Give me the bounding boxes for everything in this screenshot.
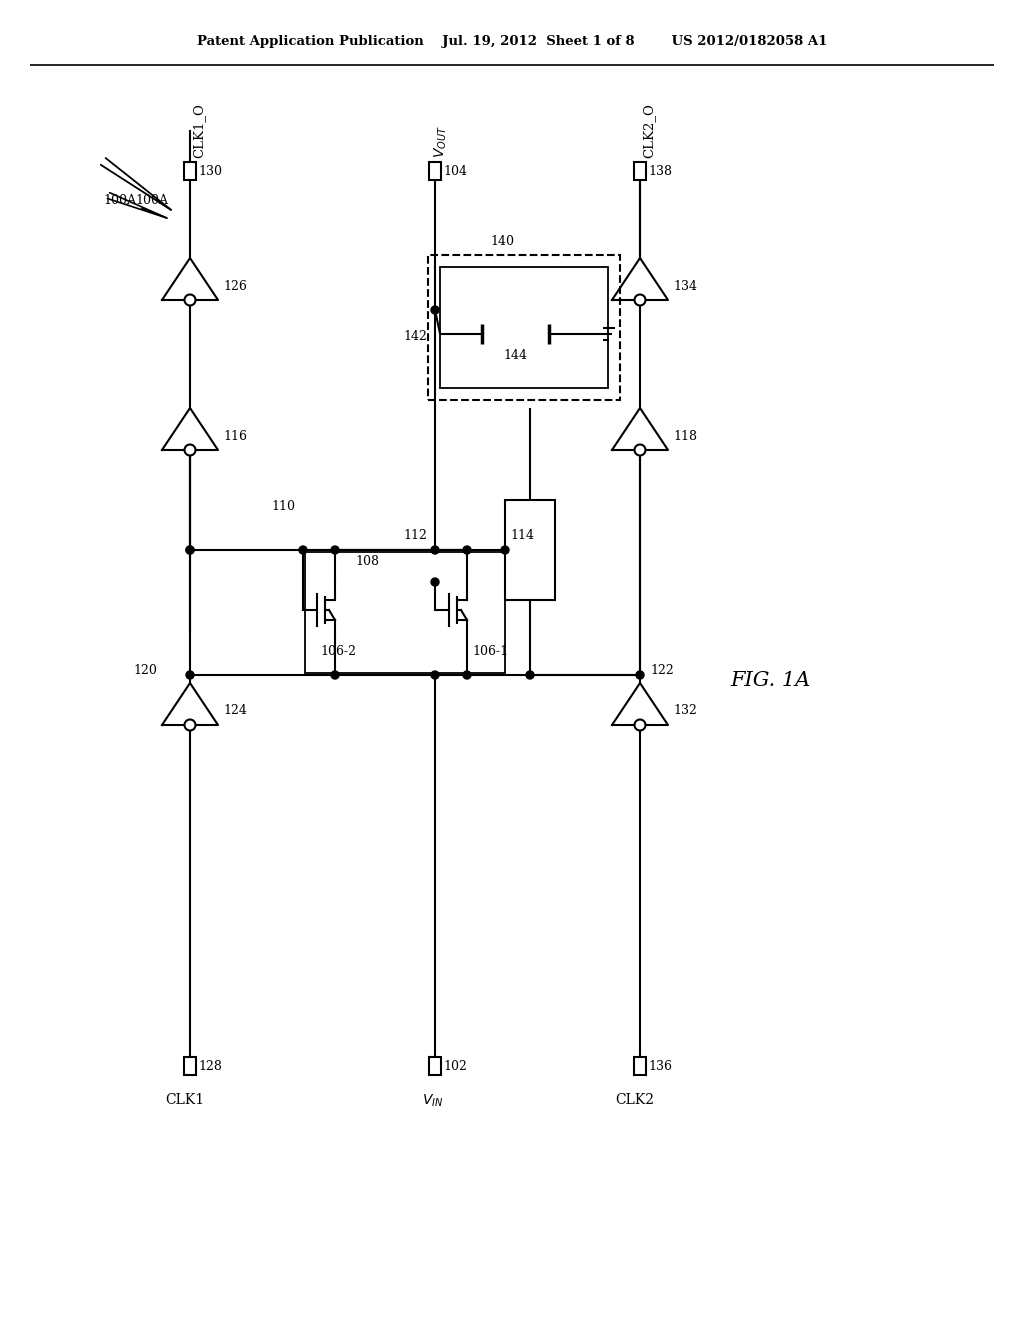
Text: FIG. 1A: FIG. 1A: [730, 671, 810, 689]
Text: 128: 128: [198, 1060, 222, 1073]
Text: 112: 112: [403, 529, 427, 543]
Polygon shape: [612, 257, 668, 300]
Text: 102: 102: [443, 1060, 467, 1073]
Text: $V_{IN}$: $V_{IN}$: [422, 1093, 443, 1109]
Text: 126: 126: [223, 280, 247, 293]
Text: 136: 136: [648, 1060, 672, 1073]
Circle shape: [463, 671, 471, 678]
Polygon shape: [162, 408, 218, 450]
Bar: [428, 255, 620, 400]
Circle shape: [299, 546, 307, 554]
Text: 100A: 100A: [135, 194, 168, 206]
Text: 104: 104: [443, 165, 467, 178]
Bar: [305, 552, 505, 673]
Circle shape: [186, 546, 194, 554]
Circle shape: [636, 671, 644, 678]
Text: 134: 134: [673, 280, 697, 293]
Text: 106-1: 106-1: [472, 645, 508, 657]
Text: 114: 114: [510, 529, 534, 543]
Text: CLK1_O: CLK1_O: [193, 103, 205, 158]
Polygon shape: [162, 257, 218, 300]
Bar: [184, 162, 196, 180]
Text: 142: 142: [403, 330, 427, 343]
Polygon shape: [162, 682, 218, 725]
Text: 140: 140: [490, 235, 514, 248]
Circle shape: [635, 719, 645, 730]
Text: 120: 120: [133, 664, 157, 676]
Text: 118: 118: [673, 429, 697, 442]
Circle shape: [431, 546, 439, 554]
Polygon shape: [612, 682, 668, 725]
Bar: [440, 267, 608, 388]
Bar: [634, 1057, 646, 1074]
Circle shape: [501, 546, 509, 554]
Bar: [184, 1057, 196, 1074]
Bar: [429, 162, 441, 180]
Circle shape: [431, 306, 439, 314]
Circle shape: [186, 671, 194, 678]
Circle shape: [331, 546, 339, 554]
Text: 122: 122: [650, 664, 674, 676]
Text: 124: 124: [223, 705, 247, 718]
Circle shape: [184, 719, 196, 730]
Text: 110: 110: [271, 500, 295, 513]
Circle shape: [184, 294, 196, 305]
Circle shape: [184, 445, 196, 455]
Polygon shape: [612, 408, 668, 450]
Circle shape: [635, 294, 645, 305]
Text: CLK2_O: CLK2_O: [642, 103, 655, 158]
Text: 144: 144: [504, 348, 527, 362]
Bar: [505, 500, 555, 601]
Circle shape: [431, 578, 439, 586]
Text: 130: 130: [198, 165, 222, 178]
Circle shape: [331, 671, 339, 678]
Text: CLK2: CLK2: [615, 1093, 654, 1107]
Text: CLK1: CLK1: [166, 1093, 205, 1107]
Text: Patent Application Publication    Jul. 19, 2012  Sheet 1 of 8        US 2012/018: Patent Application Publication Jul. 19, …: [197, 36, 827, 49]
Text: 138: 138: [648, 165, 672, 178]
Text: 116: 116: [223, 429, 247, 442]
Bar: [634, 162, 646, 180]
Bar: [429, 1057, 441, 1074]
Circle shape: [635, 445, 645, 455]
Text: 100A: 100A: [103, 193, 167, 218]
Text: $V_{OUT}$: $V_{OUT}$: [433, 125, 450, 158]
Circle shape: [186, 546, 194, 554]
Circle shape: [526, 671, 534, 678]
Circle shape: [463, 546, 471, 554]
Text: 108: 108: [355, 554, 379, 568]
Text: 106-2: 106-2: [319, 645, 356, 657]
Text: 132: 132: [673, 705, 697, 718]
Circle shape: [431, 671, 439, 678]
